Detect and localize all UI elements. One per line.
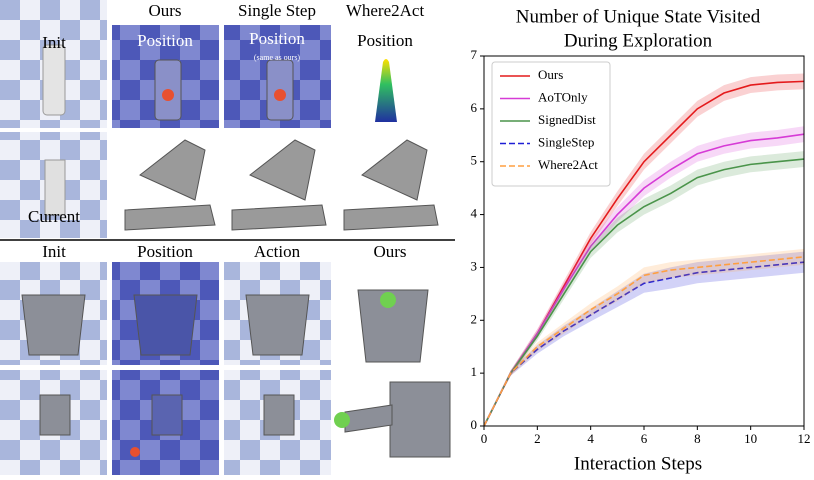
panel-label: Position [249,29,305,48]
heat-spot [162,89,174,101]
chart-title: Number of Unique State Visited [516,6,761,27]
x-tick-label: 8 [694,431,701,446]
x-tick-label: 2 [534,431,541,446]
line [483,256,805,427]
line [483,158,805,427]
x-tick-label: 4 [587,431,594,446]
buckets [21,289,451,458]
column-header: Single Step [238,1,316,20]
panel-label: Position [357,31,413,50]
panel-label: Position [137,31,193,50]
action-fan [380,292,396,308]
column-header: Ours [373,242,406,261]
error-band [484,248,804,426]
y-tick-label: 2 [471,311,478,326]
legend-label: SignedDist [538,112,596,127]
y-tick-label: 6 [471,100,478,115]
line [483,133,805,427]
x-tick-label: 6 [641,431,648,446]
y-tick-label: 3 [471,258,478,273]
chart-title: During Exploration [564,30,713,51]
legend-box [491,61,611,187]
x-tick-label: 10 [744,431,757,446]
staplers [124,139,439,231]
error-band [484,126,804,427]
column-header: Init [42,242,66,261]
legend-label: AoTOnly [538,89,588,104]
plot-frame [483,55,805,427]
heat-spot [130,447,140,457]
object [44,159,66,216]
panel-label: Current [28,207,80,226]
panel-label: Init [42,33,66,52]
y-tick-label: 5 [471,153,478,168]
chart: Number of Unique State Visited During Ex… [471,6,811,474]
x-tick-label: 12 [798,431,811,446]
column-header: Action [254,242,301,261]
y-tick-label: 1 [471,364,478,379]
line [483,261,805,427]
image-grid [0,0,455,475]
y-tick-label: 4 [471,206,478,221]
column-header: Ours [148,1,181,20]
legend-label: Where2Act [538,157,598,172]
column-header: Where2Act [346,1,425,20]
column-header: Position [137,242,193,261]
heat-spot [274,89,286,101]
y-tick-label: 0 [471,417,478,432]
panel-labels: Ours Single Step Where2Act Init Current … [28,1,424,261]
panel-note: (same as ours) [254,53,301,62]
legend-label: Ours [538,67,563,82]
heatmap [375,59,397,122]
x-tick-label: 0 [481,431,488,446]
action-fan [334,412,350,428]
object [42,44,66,116]
y-tick-label: 7 [471,47,478,62]
x-axis-label: Interaction Steps [574,453,702,474]
legend-label: SingleStep [538,134,594,149]
